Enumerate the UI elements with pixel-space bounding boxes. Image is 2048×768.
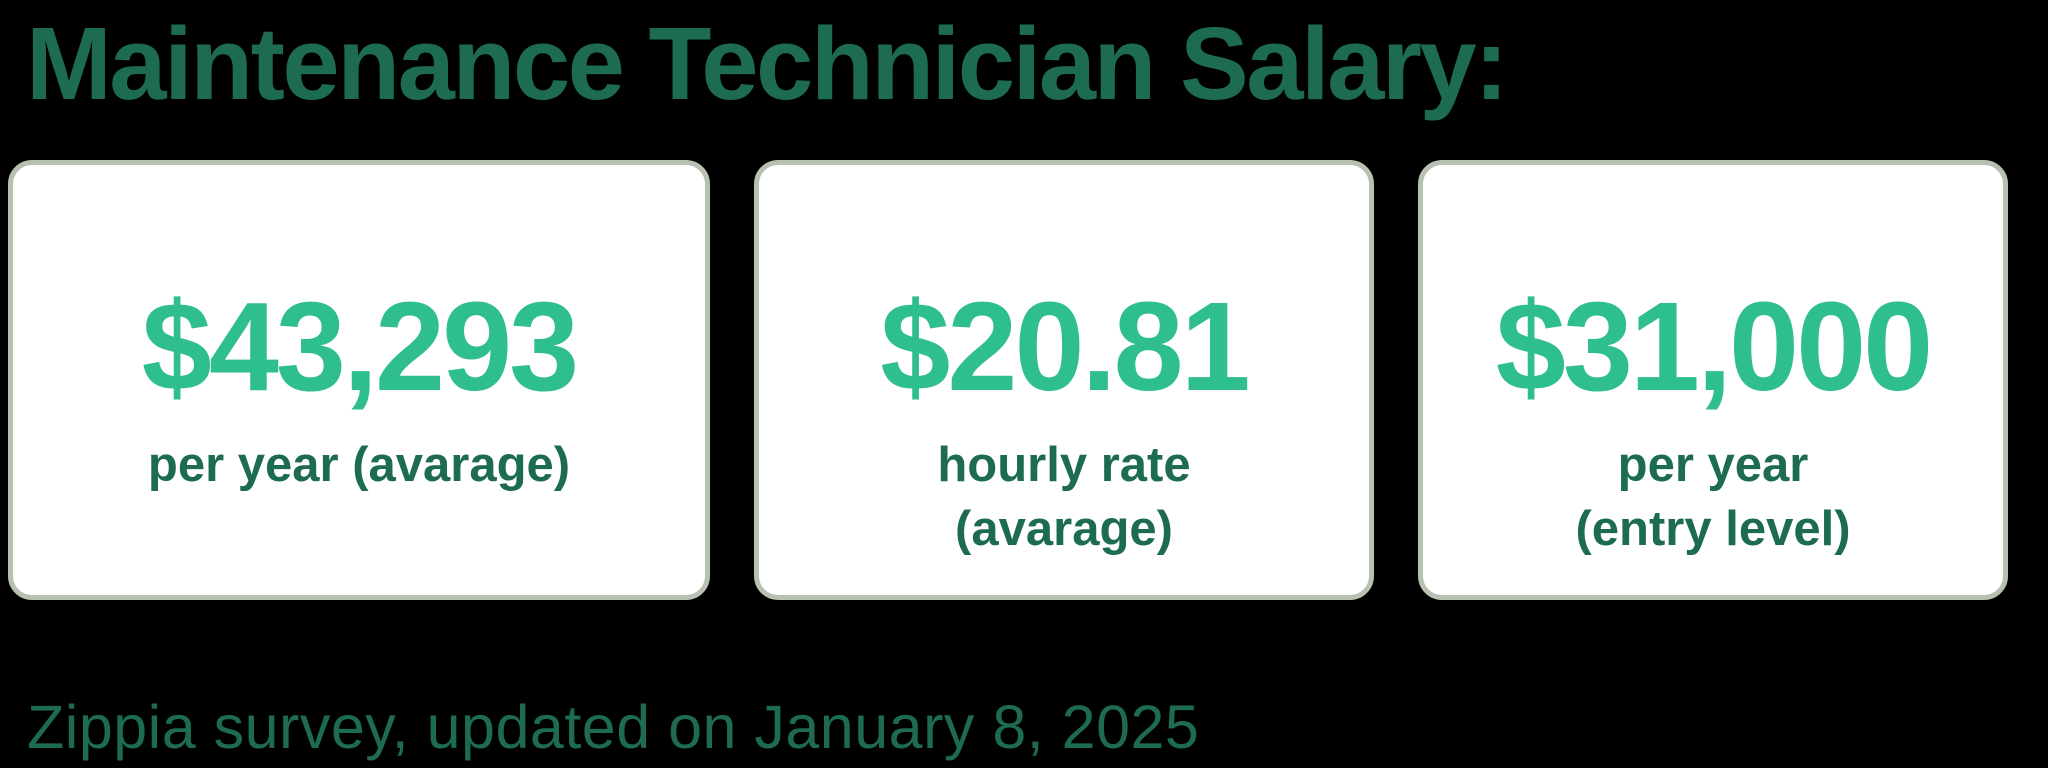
stat-label-line: per year [1617,437,1809,492]
stat-label-entry-level: per year (entry level) [1423,434,2003,561]
stat-label-line: (avarage) [955,501,1173,556]
stat-label-line: (entry level) [1575,501,1851,556]
stat-label-yearly-average: per year (avarage) [13,434,705,498]
stat-label-line: per year (avarage) [147,437,571,492]
source-caption: Zippia survey, updated on January 8, 202… [27,693,1200,761]
stat-card-hourly-average: $20.81 hourly rate (avarage) [754,160,1374,600]
stat-label-line: hourly rate [937,437,1191,492]
stat-card-entry-level: $31,000 per year (entry level) [1418,160,2008,600]
stat-value-hourly-average: $20.81 [880,276,1250,417]
page-title: Maintenance Technician Salary: [26,6,1509,121]
stat-card-yearly-average: $43,293 per year (avarage) [8,160,710,600]
stat-value-entry-level: $31,000 [1495,276,1933,417]
stat-value-yearly-average: $43,293 [141,276,579,417]
stat-label-hourly-average: hourly rate (avarage) [759,434,1369,561]
